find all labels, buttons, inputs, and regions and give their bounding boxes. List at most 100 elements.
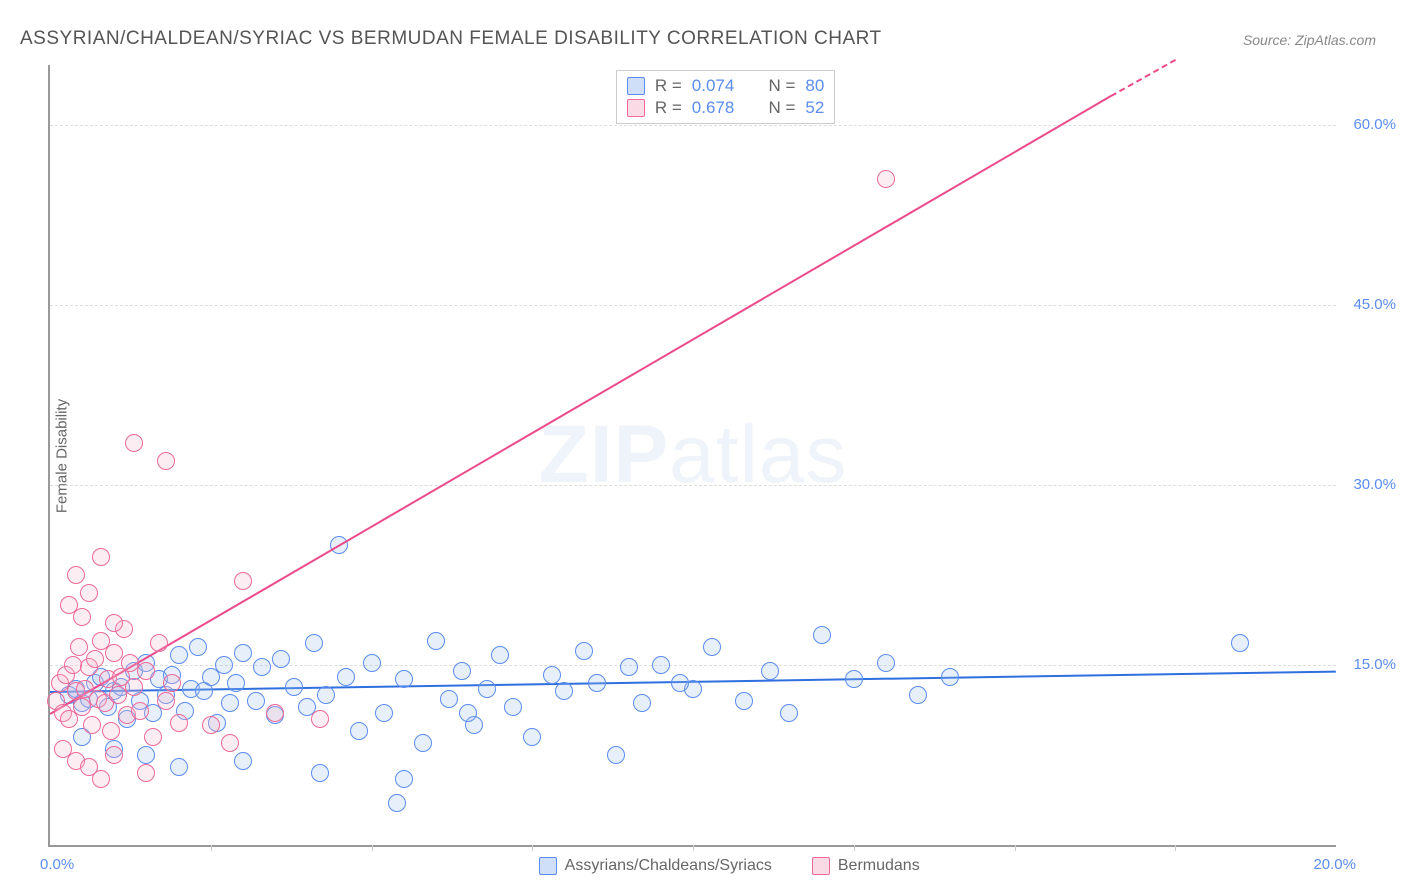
y-tick-label: 60.0% [1353,116,1396,133]
data-point [73,698,91,716]
data-point [105,614,123,632]
watermark-atlas: atlas [669,409,847,500]
data-point [73,608,91,626]
data-point [86,650,104,668]
r-value: 0.074 [692,76,735,96]
data-point [735,692,753,710]
data-point [427,632,445,650]
data-point [125,434,143,452]
x-minor-tick [1015,845,1016,851]
watermark: ZIPatlas [539,408,848,502]
r-label: R = [655,98,682,118]
data-point [317,686,335,704]
x-tick-label: 20.0% [1313,856,1356,873]
r-value: 0.678 [692,98,735,118]
data-point [137,746,155,764]
gridline [50,305,1336,306]
x-minor-tick [1175,845,1176,851]
data-point [395,770,413,788]
x-tick-label: 0.0% [40,856,74,873]
data-point [170,714,188,732]
chart-title: ASSYRIAN/CHALDEAN/SYRIAC VS BERMUDAN FEM… [20,28,882,50]
data-point [92,770,110,788]
data-point [909,686,927,704]
data-point [272,650,290,668]
chart-area: Female Disability ZIPatlas 15.0%30.0%45.… [48,65,1336,847]
data-point [388,794,406,812]
data-point [221,694,239,712]
legend-swatch [539,857,557,875]
data-point [350,722,368,740]
data-point [234,572,252,590]
x-minor-tick [854,845,855,851]
data-point [125,678,143,696]
data-point [459,704,477,722]
trend-line [49,95,1111,715]
data-point [703,638,721,656]
data-point [395,670,413,688]
correlation-legend: R = 0.074 N = 80R = 0.678 N = 52 [616,70,836,124]
watermark-zip: ZIP [539,409,670,500]
correlation-legend-row: R = 0.074 N = 80 [627,75,825,97]
data-point [150,634,168,652]
data-point [671,674,689,692]
data-point [131,702,149,720]
y-tick-label: 30.0% [1353,476,1396,493]
data-point [92,548,110,566]
data-point [215,656,233,674]
series-legend-label: Bermudans [838,857,920,875]
legend-swatch [627,77,645,95]
legend-swatch [812,857,830,875]
data-point [80,584,98,602]
data-point [337,668,355,686]
data-point [234,752,252,770]
data-point [227,674,245,692]
data-point [305,634,323,652]
series-legend-item: Bermudans [812,857,920,875]
data-point [170,646,188,664]
series-legend-item: Assyrians/Chaldeans/Syriacs [539,857,772,875]
y-tick-label: 15.0% [1353,656,1396,673]
data-point [144,728,162,746]
x-minor-tick [532,845,533,851]
gridline [50,485,1336,486]
data-point [311,710,329,728]
data-point [375,704,393,722]
x-minor-tick [372,845,373,851]
data-point [761,662,779,680]
source-attribution: Source: ZipAtlas.com [1243,32,1376,48]
data-point [67,566,85,584]
data-point [1231,634,1249,652]
data-point [813,626,831,644]
data-point [941,668,959,686]
data-point [543,666,561,684]
x-minor-tick [211,845,212,851]
data-point [83,716,101,734]
data-point [363,654,381,672]
data-point [157,452,175,470]
gridline [50,665,1336,666]
n-label: N = [768,98,795,118]
data-point [137,662,155,680]
data-point [234,644,252,662]
y-tick-label: 45.0% [1353,296,1396,313]
data-point [170,758,188,776]
source-prefix: Source: [1243,32,1295,48]
r-label: R = [655,76,682,96]
data-point [491,646,509,664]
n-label: N = [768,76,795,96]
data-point [845,670,863,688]
data-point [137,764,155,782]
n-value: 80 [805,76,824,96]
data-point [266,704,284,722]
data-point [523,728,541,746]
data-point [102,722,120,740]
data-point [453,662,471,680]
gridline [50,125,1336,126]
data-point [440,690,458,708]
plot-area: ZIPatlas 15.0%30.0%45.0%60.0%0.0%20.0%R … [48,65,1336,847]
source-name: ZipAtlas.com [1295,32,1376,48]
data-point [588,674,606,692]
data-point [189,638,207,656]
n-value: 52 [805,98,824,118]
